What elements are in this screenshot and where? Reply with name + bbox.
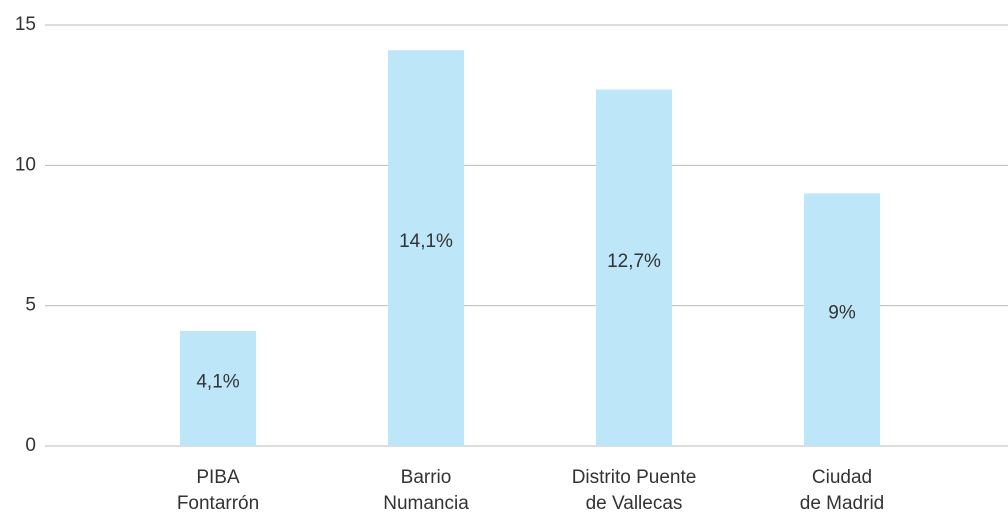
y-tick-label: 5 <box>25 295 36 316</box>
y-tick-label: 10 <box>15 154 36 175</box>
data-label: 14,1% <box>399 231 453 252</box>
data-label: 12,7% <box>607 251 661 272</box>
bar <box>388 50 464 446</box>
bar <box>804 193 880 446</box>
y-tick-label: 0 <box>25 435 36 456</box>
x-tick-label: de Vallecas <box>586 493 683 514</box>
x-tick-label: Distrito Puente <box>572 467 697 488</box>
data-label: 4,1% <box>196 371 239 392</box>
x-tick-label: Numancia <box>383 493 469 514</box>
x-tick-label: PIBA <box>196 467 240 488</box>
x-tick-label: de Madrid <box>800 493 885 514</box>
x-tick-label: Barrio <box>401 467 452 488</box>
bar <box>596 89 672 446</box>
data-label: 9% <box>828 303 856 324</box>
bar <box>180 330 256 446</box>
x-tick-label: Ciudad <box>812 467 872 488</box>
x-tick-label: Fontarrón <box>177 493 259 514</box>
y-tick-label: 15 <box>15 14 36 35</box>
